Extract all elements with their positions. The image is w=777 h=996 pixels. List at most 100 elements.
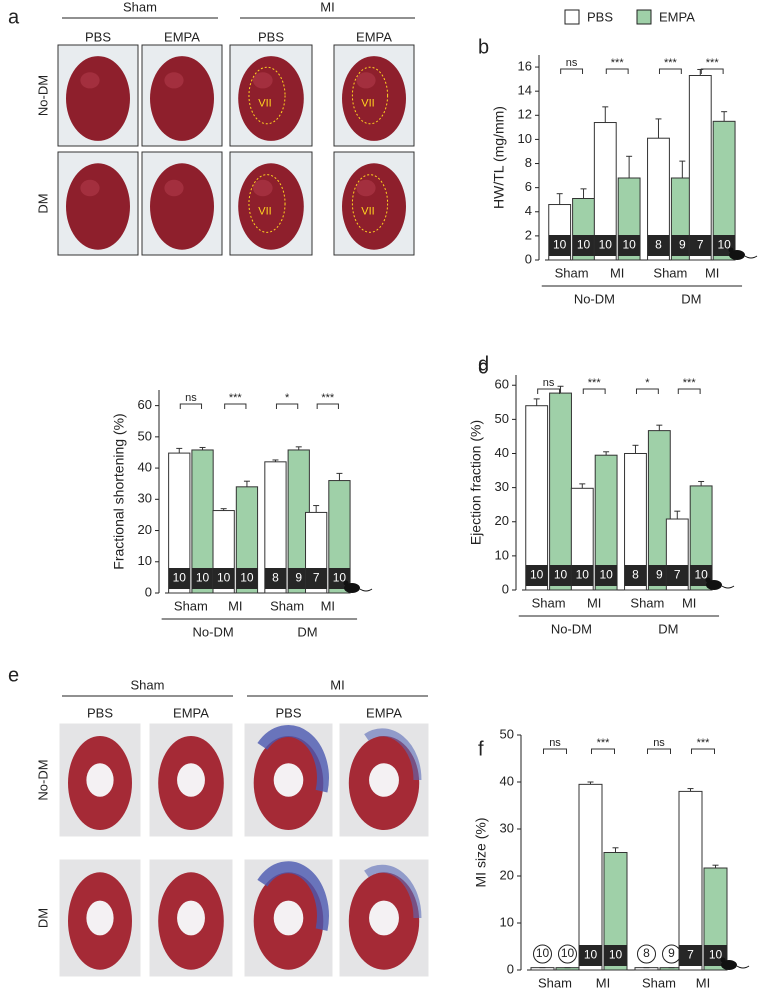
n-box (236, 568, 258, 589)
x-tick-label: MI (587, 595, 601, 610)
n-box (548, 235, 571, 256)
y-tick-label: 50 (495, 411, 509, 426)
x-tick-label: Sham (555, 265, 589, 280)
n-label: 10 (554, 568, 568, 582)
n-box (594, 235, 617, 256)
y-tick-label: 40 (495, 445, 509, 460)
lumen (273, 763, 304, 797)
sig-label: ns (653, 737, 665, 749)
scar (257, 861, 329, 931)
y-axis-label: Ejection fraction (%) (468, 420, 484, 545)
y-tick-label: 30 (500, 820, 514, 835)
sig-bracket (275, 403, 299, 409)
infarct-outline (248, 174, 286, 233)
mouse-icon (744, 255, 758, 259)
n-label: 10 (530, 568, 544, 582)
n-label: 10 (717, 238, 731, 252)
n-label: 9 (679, 238, 686, 252)
y-tick-label: 12 (518, 107, 532, 122)
sig-bracket (677, 388, 701, 394)
panel-label: a (8, 6, 20, 28)
column-label: EMPA (164, 29, 200, 44)
group-label: No-DM (574, 291, 615, 306)
n-label: 10 (599, 238, 613, 252)
lumen (177, 900, 205, 936)
y-tick-label: 4 (525, 203, 532, 218)
n-box (679, 945, 702, 966)
sig-label: *** (611, 57, 625, 69)
column-label: EMPA (366, 705, 402, 720)
n-box (624, 565, 647, 586)
y-tick-label: 40 (138, 460, 152, 475)
y-tick-label: 14 (518, 83, 532, 98)
n-box (666, 565, 689, 586)
scar (364, 728, 422, 781)
n-box (191, 568, 214, 589)
n-label: 10 (536, 946, 550, 960)
n-box (647, 235, 670, 256)
y-tick-label: 8 (525, 155, 532, 170)
y-tick-label: 30 (138, 491, 152, 506)
sig-label: *** (697, 737, 711, 749)
sig-bracket (691, 748, 715, 754)
bar (549, 392, 572, 591)
y-tick-label: 60 (495, 377, 509, 392)
legend-label: PBS (587, 9, 613, 24)
n-box (618, 235, 641, 256)
y-tick-label: 20 (500, 867, 514, 882)
sig-bracket (224, 403, 247, 409)
x-tick-label: Sham (538, 975, 572, 990)
n-box (305, 568, 327, 589)
sig-bracket (658, 68, 682, 74)
lumen (369, 900, 399, 936)
y-tick-label: 10 (495, 547, 509, 562)
y-tick-label: 10 (518, 131, 532, 146)
column-label: EMPA (173, 705, 209, 720)
n-label: 10 (577, 238, 591, 252)
infarct-outline (351, 174, 389, 233)
infarct-outline (248, 66, 286, 125)
y-tick-label: 0 (145, 584, 152, 599)
y-axis-label: HW/TL (mg/mm) (491, 106, 507, 209)
sig-label: *** (664, 57, 678, 69)
row-label: DM (35, 193, 50, 213)
panel-label: e (8, 664, 19, 686)
x-tick-label: Sham (630, 595, 664, 610)
x-tick-label: MI (705, 265, 719, 280)
group-label: DM (681, 291, 701, 306)
n-circle (533, 944, 552, 964)
highlight (164, 72, 184, 89)
sig-bracket (543, 748, 567, 754)
n-label: 7 (687, 948, 694, 962)
n-label: 7 (697, 238, 704, 252)
sig-label: *** (229, 392, 243, 404)
column-label: EMPA (356, 29, 392, 44)
panel-label: f (478, 738, 484, 760)
tissue (66, 163, 130, 250)
highlight (356, 179, 376, 197)
y-tick-label: 50 (138, 428, 152, 443)
mouse-icon (736, 965, 750, 969)
lumen (86, 763, 114, 797)
mouse-icon (720, 957, 726, 963)
y-tick-label: 0 (507, 961, 514, 976)
mouse-icon (706, 580, 722, 590)
y-axis-label: MI size (%) (473, 818, 489, 888)
n-circle (637, 944, 656, 964)
n-label: 10 (240, 571, 254, 585)
n-label: 10 (599, 568, 613, 582)
n-box (168, 568, 190, 589)
mouse-icon (721, 960, 737, 970)
y-tick-label: 0 (502, 581, 509, 596)
bar (525, 405, 549, 591)
sig-label: * (645, 377, 650, 389)
sig-bracket (537, 388, 561, 394)
n-box (572, 235, 595, 256)
n-box (549, 565, 572, 586)
row-label: No-DM (35, 759, 50, 800)
infarct-label: VII (361, 205, 374, 217)
group-label: DM (297, 624, 317, 639)
column-label: PBS (85, 29, 111, 44)
sig-label: ns (549, 737, 561, 749)
x-tick-label: Sham (270, 598, 304, 613)
